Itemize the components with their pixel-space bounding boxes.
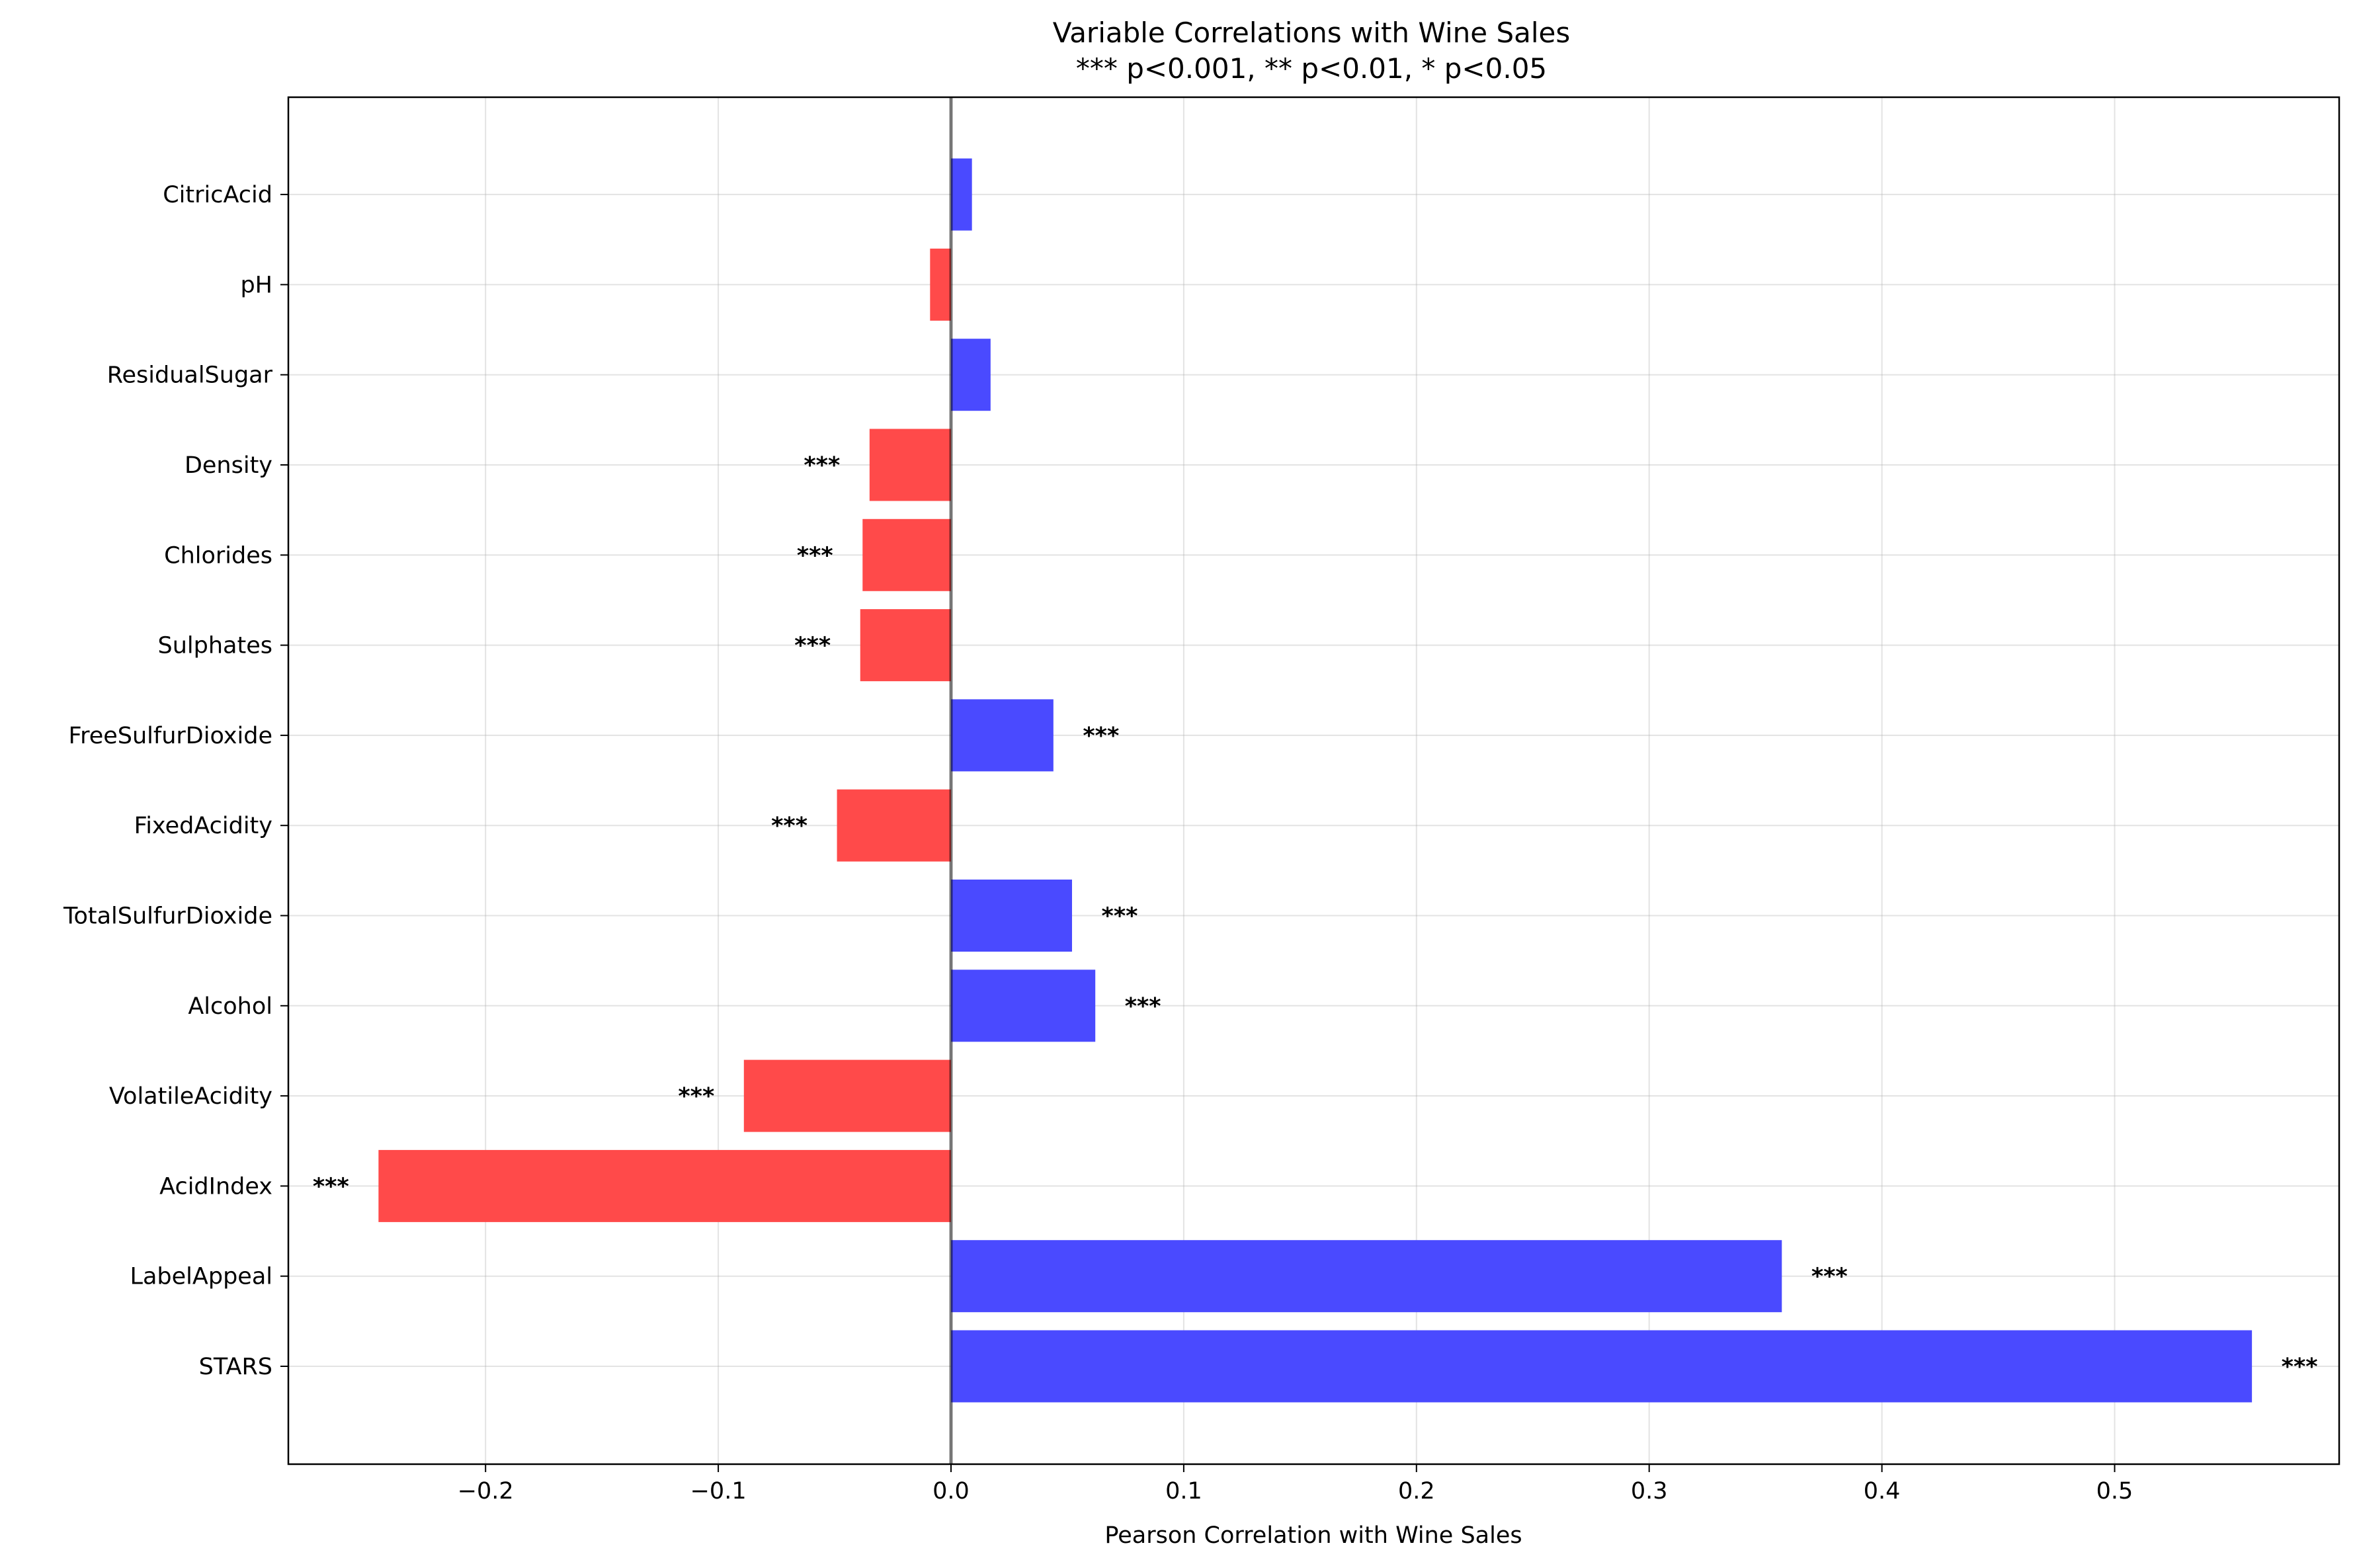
bar-residualsugar: [951, 339, 991, 411]
bar-totalsulfurdioxide: [951, 880, 1072, 952]
bar-chlorides: [862, 518, 951, 591]
y-tick-label: Alcohol: [188, 993, 272, 1020]
significance-label: ***: [1083, 723, 1119, 749]
x-tick-label: 0.2: [1398, 1478, 1435, 1505]
y-tick-label: AcidIndex: [159, 1173, 272, 1200]
y-tick-label: TotalSulfurDioxide: [63, 903, 272, 930]
x-axis-label: Pearson Correlation with Wine Sales: [1104, 1522, 1522, 1549]
bar-sulphates: [860, 609, 951, 682]
x-tick-label: 0.1: [1165, 1478, 1202, 1505]
x-tick-label: 0.4: [1864, 1478, 1901, 1505]
y-tick-label: LabelAppeal: [130, 1264, 272, 1290]
bar-labelappeal: [951, 1240, 1782, 1313]
x-tick-label: −0.1: [690, 1478, 747, 1505]
bar-alcohol: [951, 970, 1096, 1042]
significance-label: ***: [678, 1083, 714, 1110]
bar-density: [869, 429, 951, 501]
bar-fixedacidity: [837, 789, 951, 862]
plot-area-frame: [287, 96, 2340, 1465]
y-tick-label: ResidualSugar: [107, 362, 273, 389]
x-tick-label: 0.5: [2096, 1478, 2133, 1505]
y-tick-label: Sulphates: [158, 633, 272, 659]
significance-labels: *** *** *** *** *** *** *** *** *** *** ***: [313, 452, 2318, 1380]
significance-label: ***: [804, 452, 840, 479]
bar-volatileacidity: [743, 1059, 951, 1132]
significance-label: ***: [1102, 903, 1138, 930]
bars: [378, 158, 2253, 1403]
x-tick-label: 0.3: [1631, 1478, 1668, 1505]
x-axis-ticks: −0.2 −0.1 0.0 0.1 0.2 0.3 0.4 0.5: [458, 1464, 2133, 1505]
chart-subtitle: *** p<0.001, ** p<0.01, * p<0.05: [1076, 52, 1547, 85]
bar-citricacid: [951, 158, 972, 231]
significance-label: ***: [771, 813, 807, 839]
y-tick-label: pH: [240, 272, 272, 298]
y-tick-label: Density: [185, 452, 272, 479]
y-tick-label: CitricAcid: [163, 182, 272, 208]
significance-label: ***: [797, 542, 833, 569]
y-tick-label: FixedAcidity: [134, 813, 272, 839]
significance-label: ***: [313, 1173, 349, 1200]
bar-ph: [930, 248, 951, 321]
y-tick-label: Chlorides: [164, 542, 272, 569]
significance-label: ***: [1811, 1264, 1848, 1290]
bar-acidindex: [378, 1149, 951, 1222]
y-tick-label: FreeSulfurDioxide: [69, 723, 273, 749]
x-tick-label: 0.0: [932, 1478, 970, 1505]
significance-label: ***: [2282, 1354, 2318, 1380]
significance-label: ***: [1125, 993, 1161, 1020]
y-tick-label: STARS: [199, 1354, 272, 1380]
bar-freesulfurdioxide: [951, 699, 1054, 772]
y-axis-ticks: STARS LabelAppeal AcidIndex VolatileAcidity…: [63, 182, 288, 1380]
bar-stars: [951, 1330, 2253, 1403]
y-tick-label: VolatileAcidity: [109, 1083, 272, 1110]
x-tick-label: −0.2: [458, 1478, 514, 1505]
significance-label: ***: [794, 633, 831, 659]
chart-title: Variable Correlations with Wine Sales: [1053, 17, 1571, 49]
